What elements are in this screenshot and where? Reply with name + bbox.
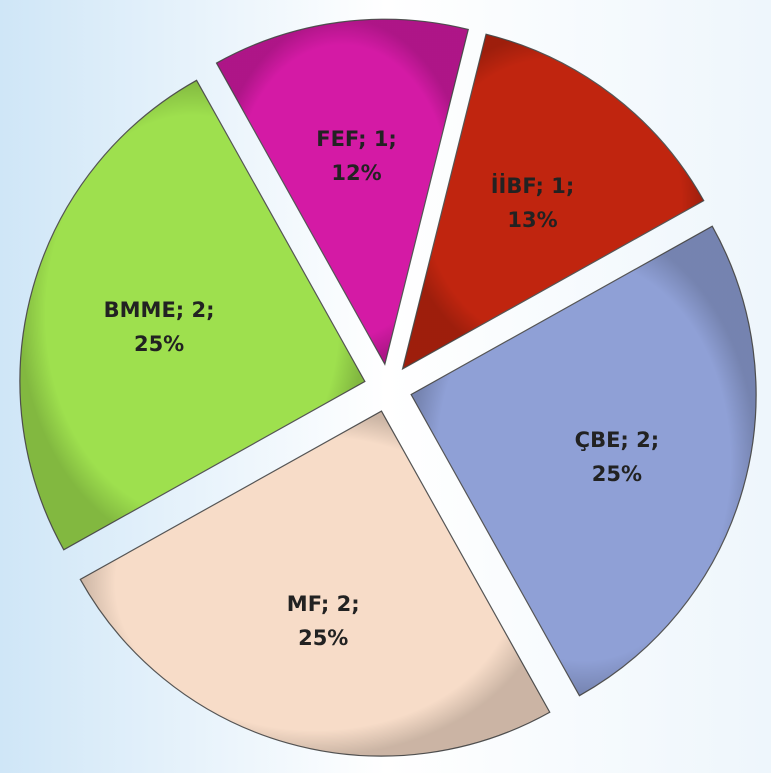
data-label-line: ÇBE; 2; bbox=[575, 428, 659, 452]
data-label-line: 13% bbox=[507, 208, 557, 232]
data-label-line: 12% bbox=[331, 161, 381, 185]
data-label-line: 25% bbox=[592, 462, 642, 486]
data-label-line: BMME; 2; bbox=[104, 298, 215, 322]
data-label-line: 25% bbox=[134, 332, 184, 356]
plot: İİBF; 1; 13% ÇBE; 2; 25% MF; 2; 25% BMME; 2; 25… bbox=[19, 18, 757, 757]
data-label-line: 25% bbox=[298, 626, 348, 650]
data-label-line: FEF; 1; bbox=[316, 127, 397, 151]
slice-shade bbox=[411, 226, 757, 696]
data-label-line: MF; 2; bbox=[287, 592, 360, 616]
data-label: ÇBE; 2; 25% bbox=[575, 428, 659, 486]
data-label: İİBF; 1; 13% bbox=[491, 173, 575, 232]
slice-shade bbox=[402, 34, 704, 369]
slice-shade bbox=[19, 80, 365, 550]
slice-shade bbox=[216, 19, 469, 365]
data-label: FEF; 1; 12% bbox=[316, 127, 397, 185]
data-label: BMME; 2; 25% bbox=[104, 298, 215, 356]
data-label: MF; 2; 25% bbox=[287, 592, 360, 650]
data-label-line: İİBF; 1; bbox=[491, 173, 575, 198]
slice-shade bbox=[80, 411, 550, 757]
